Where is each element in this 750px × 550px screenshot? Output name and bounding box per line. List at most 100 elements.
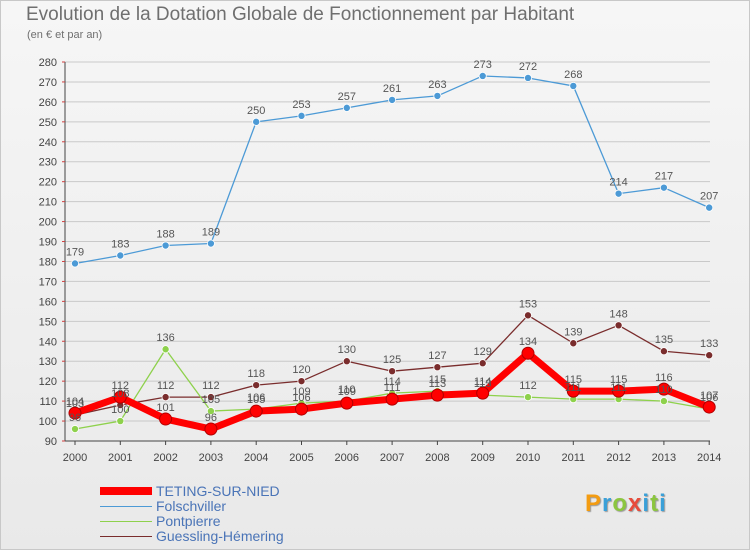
- chart-subtitle: (en € et par an): [27, 29, 103, 41]
- data-point: [612, 384, 626, 398]
- legend-label: TETING-SUR-NIED: [156, 483, 280, 499]
- data-label: 108: [111, 388, 129, 400]
- x-tick-label: 2009: [470, 452, 494, 464]
- y-tick-label: 270: [39, 77, 57, 89]
- data-label: 250: [247, 105, 265, 117]
- data-point: [433, 363, 442, 372]
- data-label: 129: [474, 346, 492, 358]
- data-point: [705, 351, 714, 360]
- data-point: [388, 367, 397, 376]
- data-point: [614, 321, 623, 330]
- data-point: [161, 393, 170, 402]
- y-tick-label: 190: [39, 237, 57, 249]
- data-label: 113: [429, 378, 447, 390]
- data-label: 112: [112, 380, 130, 392]
- y-tick-label: 210: [39, 197, 57, 209]
- y-tick-label: 220: [39, 177, 57, 189]
- data-label: 104: [66, 396, 84, 408]
- data-point: [68, 406, 82, 420]
- data-label: 179: [66, 246, 84, 258]
- data-point: [430, 388, 444, 402]
- data-label: 135: [655, 334, 673, 346]
- y-tick-label: 90: [45, 436, 57, 448]
- legend: TETING-SUR-NIED Folschviller Pontpierre …: [100, 483, 360, 544]
- data-label: 109: [338, 386, 356, 398]
- data-label: 125: [383, 354, 401, 366]
- data-point: [657, 382, 671, 396]
- legend-swatch: [100, 521, 152, 522]
- x-tick-label: 2006: [335, 452, 359, 464]
- data-label: 127: [428, 350, 446, 362]
- data-point: [295, 402, 308, 416]
- y-tick-label: 200: [39, 217, 57, 229]
- data-label: 110: [338, 384, 356, 396]
- legend-swatch: [100, 487, 152, 495]
- data-label: 103: [66, 398, 84, 410]
- data-point: [478, 359, 487, 368]
- legend-label: Guessling-Hémering: [156, 528, 284, 544]
- data-point: [524, 73, 533, 82]
- data-point: [659, 183, 668, 192]
- data-point: [161, 345, 170, 354]
- y-tick-label: 140: [39, 336, 57, 348]
- legend-label: Folschviller: [156, 498, 227, 514]
- data-label: 139: [564, 326, 582, 338]
- data-label: 133: [700, 338, 718, 350]
- y-tick-label: 170: [39, 276, 57, 288]
- data-label: 153: [519, 298, 537, 310]
- y-tick-label: 120: [39, 376, 57, 388]
- legend-swatch: [100, 536, 152, 537]
- data-point: [206, 239, 215, 248]
- data-label: 105: [247, 394, 265, 406]
- data-label: 136: [156, 332, 174, 344]
- data-label: 118: [247, 368, 265, 380]
- x-tick-label: 2014: [697, 452, 721, 464]
- data-label: 112: [519, 380, 537, 392]
- data-label: 111: [610, 382, 627, 394]
- data-label: 116: [655, 372, 673, 384]
- data-label: 188: [156, 229, 174, 241]
- data-label: 263: [428, 79, 446, 91]
- data-label: 257: [338, 91, 356, 103]
- x-tick-label: 2005: [289, 452, 313, 464]
- data-point: [204, 422, 218, 436]
- y-tick-label: 150: [39, 316, 57, 328]
- data-label: 112: [157, 380, 175, 392]
- data-label: 101: [156, 402, 174, 414]
- legend-swatch: [100, 506, 152, 507]
- legend-item: Guessling-Hémering: [100, 528, 360, 544]
- y-tick-label: 260: [39, 97, 57, 109]
- y-tick-label: 130: [39, 356, 57, 368]
- x-tick-label: 2007: [380, 452, 404, 464]
- legend-label: Pontpierre: [156, 513, 221, 529]
- data-point: [659, 397, 668, 406]
- legend-item: Pontpierre: [100, 513, 360, 529]
- proxiti-logo[interactable]: Proxiti: [585, 490, 667, 517]
- data-point: [161, 241, 170, 250]
- data-label: 106: [292, 392, 310, 404]
- data-label: 207: [700, 191, 718, 203]
- data-label: 272: [519, 61, 537, 73]
- legend-item: TETING-SUR-NIED: [100, 483, 360, 499]
- legend-item: Folschviller: [100, 498, 360, 514]
- data-point: [113, 390, 127, 404]
- data-label: 106: [700, 392, 718, 404]
- data-label: 109: [292, 386, 310, 398]
- data-label: 214: [609, 177, 627, 189]
- data-point: [342, 357, 351, 366]
- data-point: [116, 251, 125, 260]
- data-label: 261: [383, 83, 401, 95]
- x-tick-label: 2010: [516, 452, 540, 464]
- y-tick-label: 280: [39, 57, 57, 69]
- data-label: 120: [292, 364, 310, 376]
- data-label: 111: [384, 382, 401, 394]
- data-label: 115: [429, 374, 447, 386]
- data-label: 253: [292, 99, 310, 111]
- data-label: 217: [655, 171, 673, 183]
- data-point: [340, 396, 354, 410]
- data-point: [297, 377, 306, 386]
- data-point: [297, 111, 306, 120]
- data-point: [569, 339, 578, 348]
- data-label: 112: [202, 380, 220, 392]
